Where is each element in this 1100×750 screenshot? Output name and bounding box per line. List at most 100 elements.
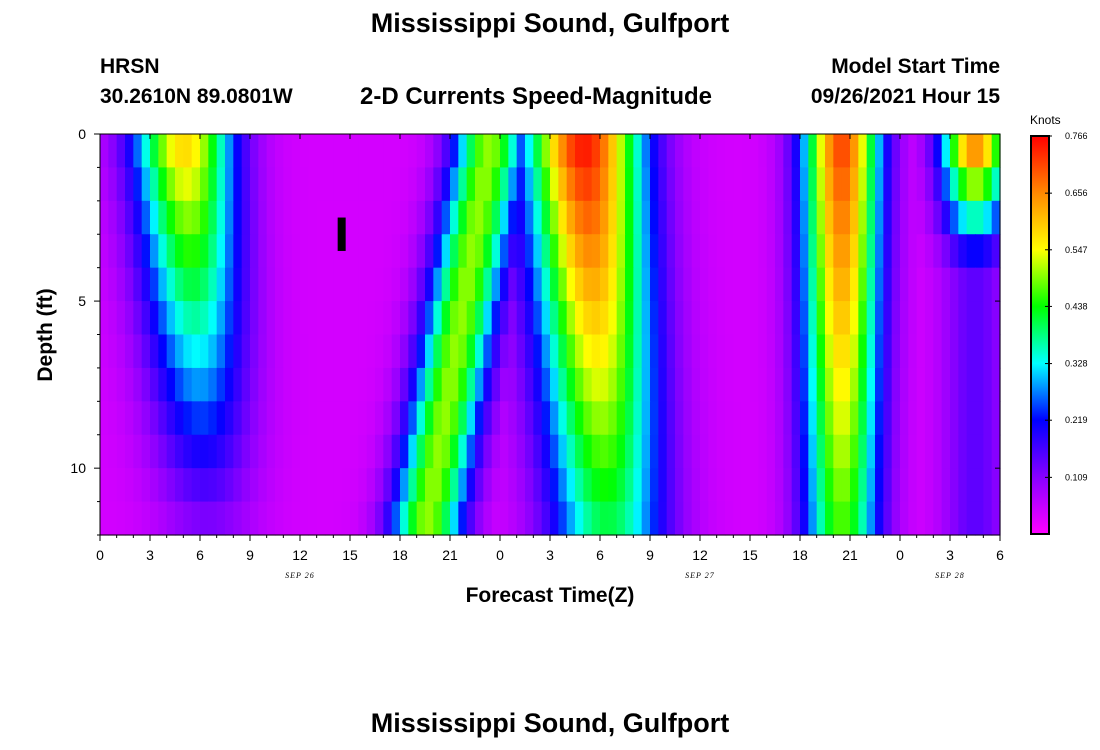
heatmap-cell <box>225 267 234 302</box>
heatmap-cell <box>533 401 543 436</box>
heatmap-cell <box>850 468 859 503</box>
heatmap-cell <box>150 501 159 536</box>
heatmap-cell <box>616 334 626 369</box>
heatmap-cell <box>391 401 401 436</box>
heatmap-cell <box>358 200 368 235</box>
heatmap-cell <box>991 200 1001 235</box>
heatmap-cell <box>483 234 493 269</box>
heatmap-cell <box>733 234 743 269</box>
heatmap-cell <box>758 301 768 336</box>
heatmap-cell <box>341 200 351 235</box>
heatmap-cell <box>950 234 959 269</box>
colorbar-tick-label: 0.547 <box>1065 245 1088 255</box>
heatmap-cell <box>658 167 668 202</box>
heatmap-cell <box>441 167 451 202</box>
heatmap-cell <box>708 501 718 536</box>
heatmap-cell <box>483 167 493 202</box>
heatmap-cell <box>358 501 368 536</box>
heatmap-cell <box>841 501 851 536</box>
heatmap-cell <box>975 501 984 536</box>
heatmap-cell <box>783 134 793 169</box>
heatmap-cell <box>783 334 793 369</box>
x-tick-label: 3 <box>946 547 954 563</box>
heatmap-cell <box>450 234 459 269</box>
heatmap-cell <box>416 401 426 436</box>
heatmap-cell <box>141 468 151 503</box>
heatmap-cell <box>966 367 976 402</box>
heatmap-cell <box>375 434 384 469</box>
heatmap-cell <box>450 301 459 336</box>
heatmap-cell <box>908 401 918 436</box>
heatmap-cell <box>750 468 759 503</box>
heatmap-cell <box>358 234 368 269</box>
heatmap-cell <box>650 301 659 336</box>
heatmap-cell <box>641 167 651 202</box>
heatmap-cell <box>991 334 1001 369</box>
heatmap-cell <box>633 134 643 169</box>
heatmap-cell <box>608 267 618 302</box>
heatmap-cell <box>250 134 259 169</box>
heatmap-cell <box>875 434 884 469</box>
heatmap-cell <box>758 434 768 469</box>
heatmap-cell <box>191 301 201 336</box>
heatmap-cell <box>600 334 609 369</box>
heatmap-cell <box>675 468 684 503</box>
heatmap-cell <box>491 468 501 503</box>
heatmap-cell <box>583 434 593 469</box>
heatmap-cell <box>425 200 434 235</box>
heatmap-cell <box>141 134 151 169</box>
heatmap-cell <box>700 334 709 369</box>
heatmap-cell <box>883 134 893 169</box>
heatmap-cell <box>450 334 459 369</box>
heatmap-cell <box>158 501 168 536</box>
heatmap-cell <box>133 401 143 436</box>
heatmap-cell <box>341 468 351 503</box>
heatmap-cell <box>333 234 343 269</box>
heatmap-cell <box>766 334 776 369</box>
heatmap-cell <box>508 334 518 369</box>
heatmap-cell <box>891 234 901 269</box>
heatmap-cell <box>716 401 726 436</box>
x-tick-label: 0 <box>96 547 104 563</box>
heatmap-cell <box>991 367 1001 402</box>
heatmap-cell <box>125 301 134 336</box>
heatmap-cell <box>425 134 434 169</box>
heatmap-cell <box>525 267 534 302</box>
heatmap-cell <box>700 301 709 336</box>
heatmap-cell <box>566 434 576 469</box>
heatmap-cell <box>441 434 451 469</box>
x-tick-label: 6 <box>596 547 604 563</box>
heatmap-cell <box>675 501 684 536</box>
colorbar: 0.766 0.656 0.547 0.438 0.328 0.219 0.109 <box>1030 131 1088 535</box>
x-tick-label: 0 <box>496 547 504 563</box>
heatmap-cell <box>433 401 443 436</box>
heatmap-cell <box>733 334 743 369</box>
heatmap-cell <box>508 367 518 402</box>
heatmap-cell <box>175 301 184 336</box>
heatmap-cell <box>308 234 318 269</box>
heatmap-cell <box>841 468 851 503</box>
heatmap-cell <box>958 234 968 269</box>
heatmap-cell <box>858 468 868 503</box>
heatmap-cell <box>500 434 509 469</box>
heatmap-cell <box>425 267 434 302</box>
heatmap-cell <box>233 401 243 436</box>
heatmap-cell <box>991 501 1001 536</box>
heatmap-cell <box>458 134 468 169</box>
heatmap-cell <box>450 134 459 169</box>
heatmap-cell <box>850 234 859 269</box>
heatmap-cell <box>900 434 909 469</box>
heatmap-cell <box>233 234 243 269</box>
heatmap-cell <box>283 134 293 169</box>
heatmap-cell <box>650 267 659 302</box>
heatmap-cell <box>266 200 276 235</box>
heatmap-cell <box>416 468 426 503</box>
heatmap-cell <box>866 468 876 503</box>
heatmap-cell <box>358 301 368 336</box>
heatmap-cell <box>208 501 218 536</box>
heatmap-cell <box>966 234 976 269</box>
heatmap-cell <box>566 301 576 336</box>
heatmap-cell <box>825 501 834 536</box>
heatmap-cell <box>858 334 868 369</box>
heatmap-cell <box>916 501 926 536</box>
